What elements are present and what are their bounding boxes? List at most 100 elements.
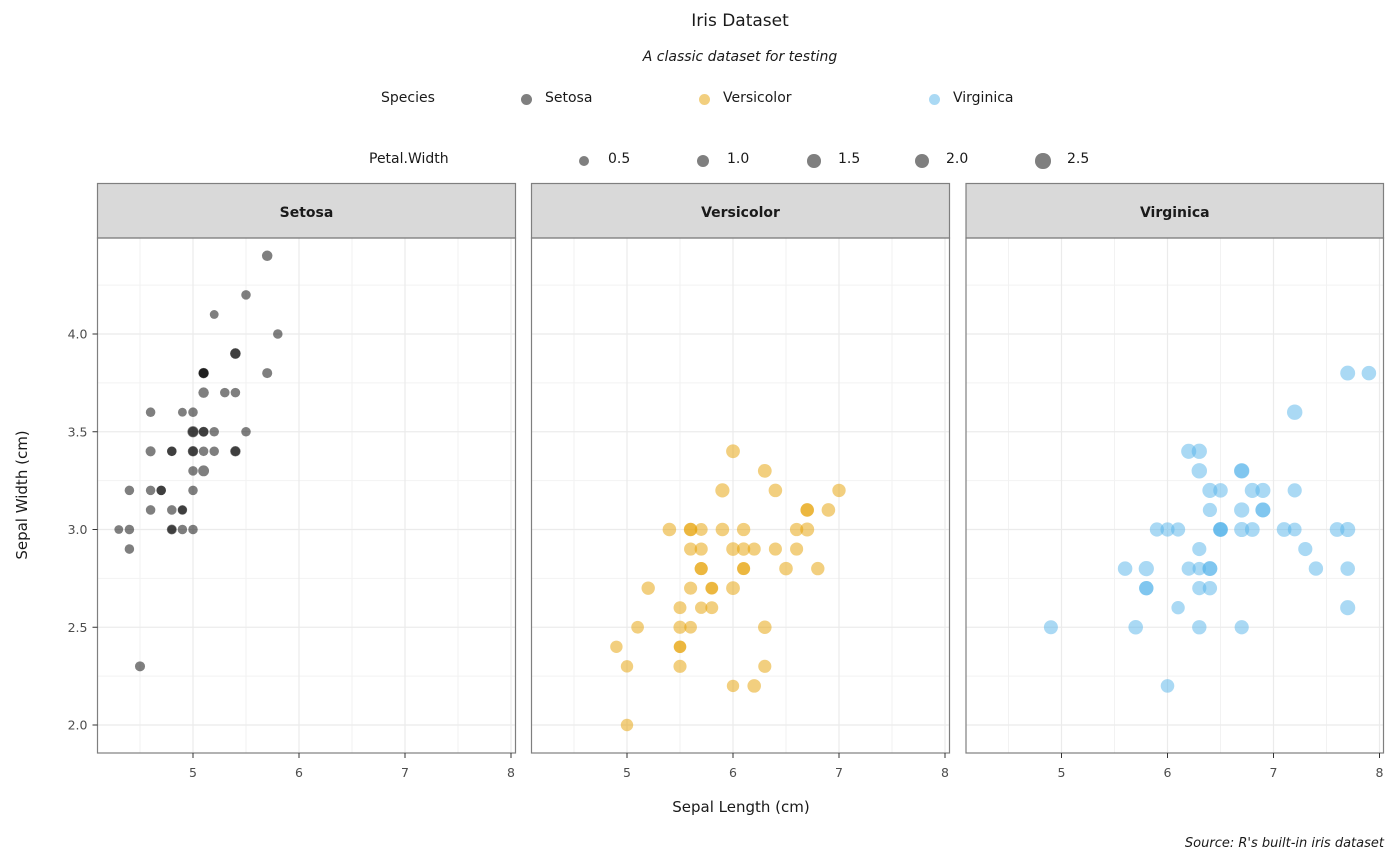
data-point-setosa (230, 387, 241, 398)
data-point-setosa (198, 387, 209, 398)
data-point-versicolor (684, 620, 697, 634)
x-tick-label: 8 (1376, 765, 1384, 780)
x-tick-label: 7 (835, 765, 843, 780)
y-tick-label: 3.5 (68, 424, 88, 439)
data-point-virginica (1340, 600, 1356, 616)
legend-label-size: 2.0 (946, 151, 969, 167)
data-point-versicolor (811, 561, 825, 576)
data-point-versicolor (705, 601, 719, 615)
data-point-setosa (167, 446, 177, 457)
data-point-setosa (156, 485, 166, 496)
panel-border-versicolor (530, 237, 951, 754)
data-point-versicolor (737, 562, 751, 576)
x-tick-label: 5 (1058, 765, 1066, 780)
data-point-versicolor (747, 542, 761, 556)
y-axis-title: Sepal Width (cm) (13, 430, 31, 559)
data-point-setosa (124, 485, 135, 496)
data-point-setosa (261, 250, 273, 262)
data-point-virginica (1139, 580, 1154, 596)
data-point-setosa (241, 426, 251, 437)
data-point-virginica (1138, 560, 1154, 577)
data-point-versicolor (832, 483, 846, 498)
data-point-setosa (198, 368, 209, 378)
data-point-versicolor (673, 659, 687, 673)
data-point-versicolor (610, 640, 623, 653)
data-point-setosa (209, 426, 219, 437)
data-point-setosa (198, 446, 209, 457)
data-point-virginica (1287, 522, 1302, 537)
data-point-virginica (1181, 561, 1196, 576)
data-point-setosa (187, 446, 199, 457)
legend-key-size (696, 154, 710, 168)
data-point-setosa (124, 544, 135, 554)
x-tick-label: 6 (295, 765, 303, 780)
data-point-setosa (262, 368, 273, 379)
species-legend-title: Species (381, 90, 435, 106)
chart-title: Iris Dataset (691, 11, 789, 31)
data-point-versicolor (705, 581, 719, 595)
x-tick-label: 7 (401, 765, 409, 780)
data-point-virginica (1234, 502, 1250, 518)
legend-label-size: 1.5 (838, 151, 861, 167)
y-tick-label: 2.5 (68, 620, 88, 635)
data-point-virginica (1234, 620, 1249, 635)
panel-background-setosa (97, 238, 516, 753)
data-point-virginica (1329, 522, 1345, 537)
data-point-virginica (1286, 404, 1303, 420)
data-point-versicolor (736, 542, 751, 556)
legend-key-size (578, 155, 590, 167)
data-point-versicolor (779, 561, 793, 576)
data-point-versicolor (800, 503, 814, 517)
data-point-versicolor (768, 483, 783, 498)
data-point-versicolor (790, 542, 804, 556)
x-tick-label: 8 (941, 765, 949, 780)
data-point-virginica (1202, 580, 1218, 596)
data-point-virginica (1202, 482, 1218, 498)
legend-key-size (807, 154, 821, 168)
data-point-versicolor (694, 542, 708, 556)
data-point-virginica (1255, 502, 1271, 518)
data-point-versicolor (747, 679, 761, 693)
x-tick-label: 7 (1270, 765, 1278, 780)
data-point-setosa (124, 524, 135, 535)
data-point-virginica (1192, 581, 1207, 596)
data-point-virginica (1043, 620, 1058, 635)
data-point-versicolor (757, 463, 772, 478)
data-point-setosa (167, 505, 177, 515)
data-point-virginica (1191, 463, 1208, 479)
data-point-versicolor (726, 542, 740, 556)
data-point-virginica (1191, 443, 1207, 459)
data-point-setosa (145, 407, 156, 417)
data-point-virginica (1202, 502, 1217, 518)
data-point-versicolor (695, 601, 708, 614)
x-tick-label: 6 (729, 765, 737, 780)
data-point-versicolor (631, 620, 644, 634)
data-point-setosa (145, 446, 156, 457)
data-point-virginica (1160, 679, 1175, 693)
data-point-setosa (134, 661, 146, 672)
chart-subtitle: A classic dataset for testing (642, 49, 838, 65)
data-point-setosa (177, 524, 188, 535)
data-point-versicolor (694, 523, 708, 536)
data-point-virginica (1308, 561, 1324, 576)
facet-strip-label-setosa: Setosa (280, 205, 334, 221)
data-point-virginica (1276, 522, 1292, 537)
data-point-virginica (1244, 522, 1260, 537)
legend-label-size: 2.5 (1067, 151, 1090, 167)
legend-label-versicolor: Versicolor (723, 90, 792, 106)
data-point-virginica (1244, 482, 1260, 498)
chart-caption: Source: R's built-in iris dataset (1184, 836, 1384, 851)
data-point-virginica (1149, 522, 1164, 537)
y-tick-label: 3.0 (68, 522, 88, 537)
data-point-virginica (1340, 365, 1356, 381)
y-tick-label: 2.0 (68, 718, 88, 733)
data-point-setosa (241, 290, 251, 300)
data-point-virginica (1192, 561, 1207, 576)
data-point-setosa (188, 407, 198, 417)
data-point-virginica (1128, 619, 1143, 635)
data-point-setosa (177, 505, 188, 515)
data-point-virginica (1213, 483, 1228, 498)
data-point-setosa (188, 524, 198, 535)
data-point-versicolor (715, 483, 730, 498)
